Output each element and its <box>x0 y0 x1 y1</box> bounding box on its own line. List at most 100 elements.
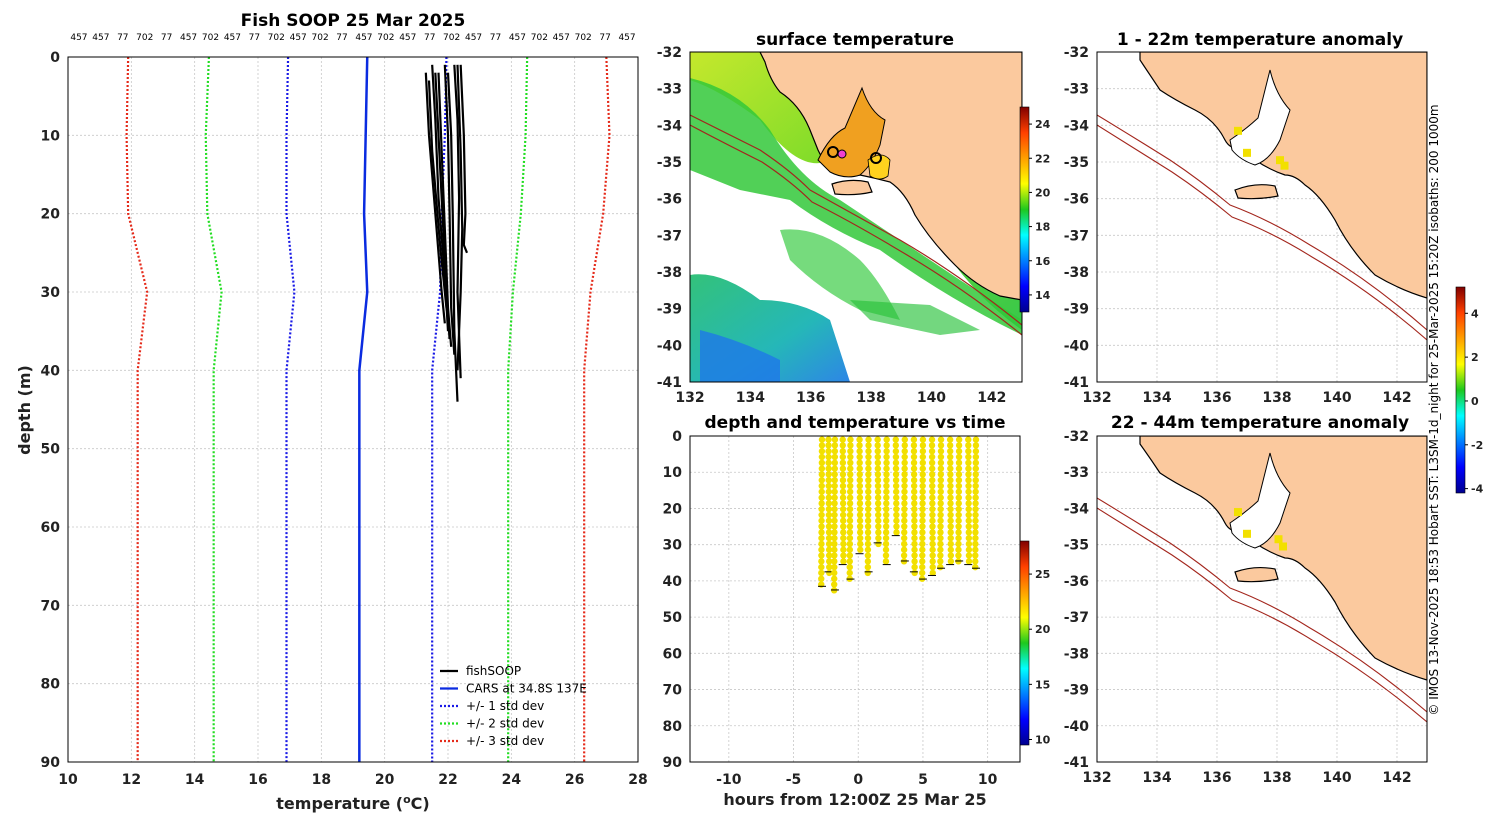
anom2-ytick-label: -38 <box>1064 646 1089 662</box>
anomaly-22-44m-panel: 132 134 136 138 140 142 -32 -33 -34 -35 -36 -37 -38 -… <box>1064 286 1484 786</box>
tplot-point <box>955 517 962 524</box>
profile-top-tick-label: 457 <box>509 33 526 43</box>
tplot-point <box>946 442 954 449</box>
tplot-point <box>856 453 863 461</box>
anom1-ytick-label: -35 <box>1064 155 1089 171</box>
tplot-point <box>825 465 832 472</box>
tplot-point <box>865 453 872 461</box>
tplot-point <box>965 476 972 484</box>
tplot-xtick-label: -10 <box>716 772 742 788</box>
tplot-point <box>846 569 853 577</box>
tplot-point <box>857 546 864 553</box>
tplot-point <box>874 471 882 478</box>
land-australia-2 <box>1139 52 1427 299</box>
profile-top-tick-label: 457 <box>553 33 570 43</box>
profile-top-tick-label: 77 <box>424 33 435 43</box>
profile-ytick-label: 10 <box>41 128 61 144</box>
anom2-ytick-label: -35 <box>1064 538 1089 554</box>
anom1-xtick-label: 134 <box>1142 390 1171 406</box>
tplot-point <box>919 453 927 461</box>
tplot-point <box>929 505 936 513</box>
tplot-point <box>919 494 926 501</box>
tplot-point <box>831 448 839 455</box>
tplot-point <box>882 552 890 559</box>
tplot-point <box>846 517 854 524</box>
tplot-point <box>839 494 847 501</box>
tplot-xtick-label: 5 <box>918 772 928 788</box>
tplot-point <box>883 511 890 519</box>
surface-ytick-label: -40 <box>657 338 683 354</box>
tplot-ytick-label: 90 <box>663 755 683 771</box>
tplot-point <box>955 448 963 455</box>
anomaly-colorbar <box>1455 286 1466 494</box>
tplot-point <box>929 476 936 484</box>
tplot-point <box>818 575 825 582</box>
tplot-point <box>965 546 973 553</box>
surface-xtick-label: 132 <box>675 390 704 406</box>
tplot-point <box>928 448 936 455</box>
anomaly-point <box>1243 529 1251 538</box>
tplot-point <box>883 488 890 495</box>
tplot-point <box>919 534 926 542</box>
surface-xtick-label: 134 <box>736 390 765 406</box>
tplot-point <box>839 448 846 455</box>
profile-top-tick-label: 702 <box>312 33 329 43</box>
tplot-point <box>864 569 872 577</box>
profile-top-tick-label: 77 <box>599 33 610 43</box>
anomaly-point <box>1243 148 1251 157</box>
tplot-point <box>972 471 979 478</box>
tplot-point <box>919 482 926 490</box>
tplot-point <box>818 448 826 455</box>
tplot-point <box>883 494 890 501</box>
anom2-ytick-label: -32 <box>1064 429 1089 445</box>
tplot-point <box>955 482 963 490</box>
tplot-point <box>846 511 854 519</box>
sst-speckle <box>780 229 900 320</box>
anom2-ytick-label: -36 <box>1064 574 1089 590</box>
tplot-point <box>831 471 838 478</box>
tplot-point <box>864 517 872 524</box>
tplot-point <box>865 471 872 478</box>
fishsoop-cast <box>446 72 459 402</box>
tplot-point <box>818 569 825 577</box>
tplot-colorbar <box>1019 540 1030 746</box>
surface-xtick-label: 138 <box>856 390 885 406</box>
tplot-point <box>937 471 945 478</box>
tplot-point <box>972 563 979 571</box>
tplot-point <box>965 442 972 449</box>
tplot-point <box>856 511 864 519</box>
tplot-point <box>818 442 826 449</box>
tplot-point <box>972 523 979 530</box>
tplot-point <box>929 471 936 478</box>
tplot-point <box>919 505 926 513</box>
tplot-point <box>911 540 918 548</box>
tplot-point <box>831 482 838 490</box>
tplot-point <box>874 442 881 449</box>
anomaly-1-22m-panel: 132 134 136 138 140 142 -32 -33 -34 -35 -36 -37 -38 -… <box>1064 30 1428 406</box>
tplot-point <box>856 494 864 501</box>
tplot-point <box>856 523 864 530</box>
profile-top-tick-label: 702 <box>268 33 285 43</box>
tplot-point <box>955 494 962 501</box>
tplot-point <box>947 494 954 501</box>
profile-xtick-label: 14 <box>185 772 205 788</box>
tplot-point <box>874 476 882 484</box>
tplot-point <box>864 552 872 559</box>
profile-xtick-label: 12 <box>122 772 141 788</box>
tplot-point <box>825 471 832 478</box>
tplot-point <box>883 453 890 461</box>
anomaly-colorbar-tick-label: -2 <box>1471 439 1483 452</box>
profile-top-tick-label: 77 <box>490 33 501 43</box>
tplot-point <box>839 511 847 519</box>
profile-ytick-label: 90 <box>41 755 61 771</box>
anomaly-point <box>1274 535 1283 544</box>
anomaly-colorbar-tick-label: 4 <box>1471 307 1479 320</box>
tplot-point <box>910 488 918 495</box>
tplot-point <box>892 448 900 455</box>
anom2-xtick-label: 140 <box>1322 770 1351 786</box>
anom2-xtick-label: 134 <box>1142 770 1171 786</box>
tplot-point <box>955 465 963 472</box>
tplot-point <box>865 494 872 501</box>
tplot-point <box>882 523 890 530</box>
